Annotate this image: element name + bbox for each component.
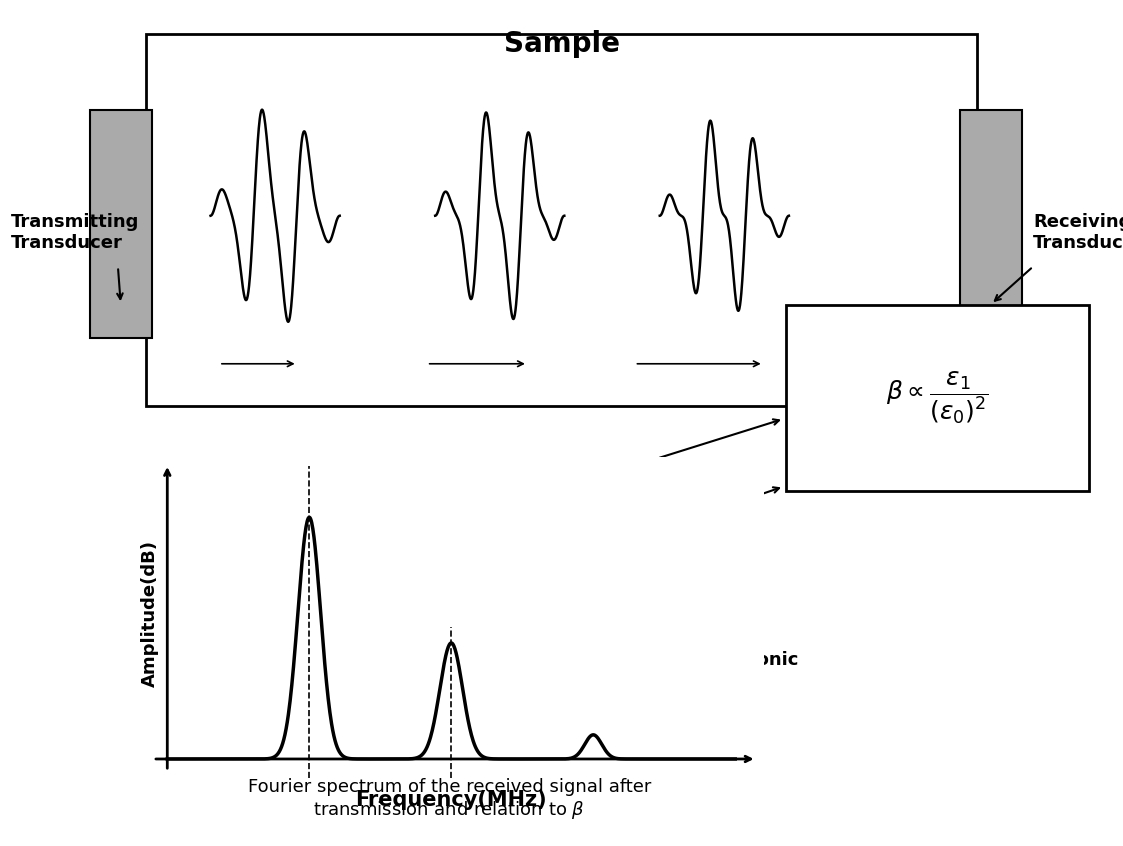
Bar — [960, 110, 1022, 338]
Text: Frequency(MHz): Frequency(MHz) — [356, 790, 547, 810]
Bar — [146, 34, 977, 406]
Text: Fundamental($\varepsilon_0$): Fundamental($\varepsilon_0$) — [438, 464, 606, 484]
Text: Second
Harmonic
($\varepsilon_1$): Second Harmonic ($\varepsilon_1$) — [494, 537, 591, 600]
Text: Amplitude(dB): Amplitude(dB) — [141, 541, 159, 688]
Bar — [786, 305, 1089, 491]
Text: Third
Harmonic: Third Harmonic — [702, 630, 798, 669]
Text: Receiving
Transducer: Receiving Transducer — [1033, 213, 1123, 252]
Text: Sample: Sample — [503, 30, 620, 58]
Text: Fourier spectrum of the received signal after
transmission and relation to $\bet: Fourier spectrum of the received signal … — [247, 777, 651, 821]
Text: $\beta \propto \dfrac{\varepsilon_1}{(\varepsilon_0)^2}$: $\beta \propto \dfrac{\varepsilon_1}{(\v… — [886, 370, 989, 426]
Text: Transmitting
Transducer: Transmitting Transducer — [11, 213, 139, 252]
Bar — [90, 110, 152, 338]
